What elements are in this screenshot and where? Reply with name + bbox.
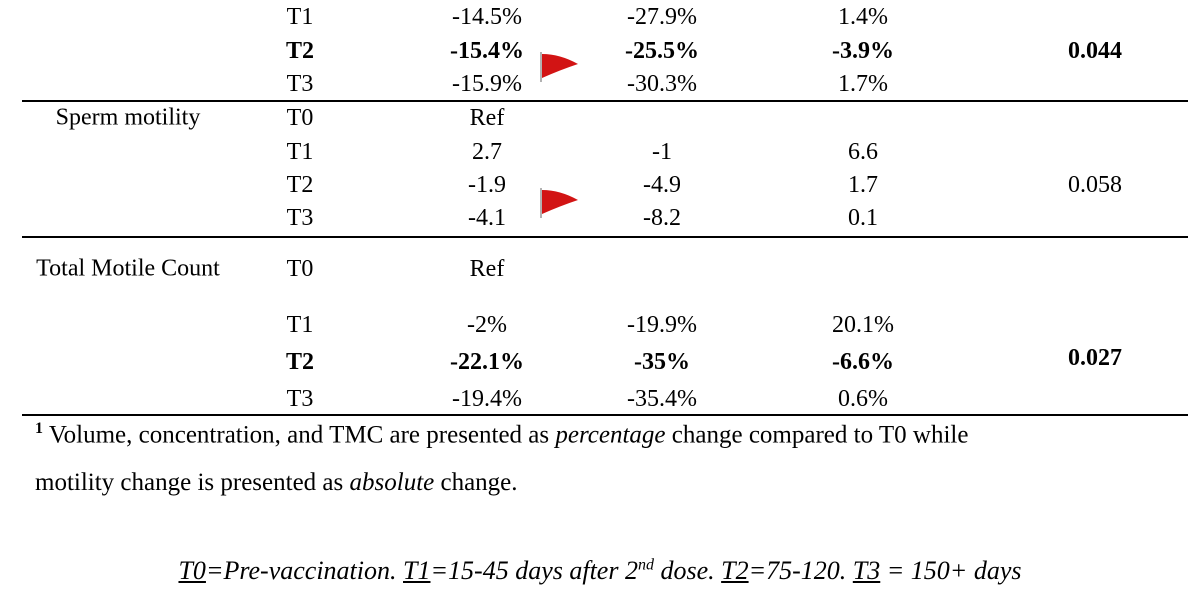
cell-upper: 20.1% <box>832 312 894 338</box>
cell-estimate: -4.1 <box>468 205 506 231</box>
cell-estimate: -19.4% <box>452 386 522 412</box>
cell-time: T0 <box>286 105 314 131</box>
footnote-marker: 1 <box>35 420 43 437</box>
cell-lower: -1 <box>652 139 672 165</box>
cell-upper: 6.6 <box>848 139 878 165</box>
row-rule <box>22 414 1188 416</box>
p-value: 0.027 <box>1068 345 1122 371</box>
cell-lower: -19.9% <box>627 312 697 338</box>
text: =15-45 days after 2 <box>430 556 638 585</box>
cell-lower: -27.9% <box>627 4 697 30</box>
cell-estimate: -22.1% <box>450 349 524 375</box>
cell-time: T3 <box>286 71 314 97</box>
emphasis: percentage <box>555 421 666 449</box>
cell-estimate: Ref <box>469 256 505 282</box>
variable-name: Sperm motility <box>55 104 201 131</box>
cell-upper: -6.6% <box>832 349 894 375</box>
cell-estimate: -2% <box>467 312 507 338</box>
cell-upper: 0.1 <box>848 205 878 231</box>
text: Volume, concentration, and TMC are prese… <box>48 421 556 449</box>
text: =Pre-vaccination. <box>205 556 404 585</box>
cell-time: T2 <box>285 349 315 375</box>
footnote-line: motility change is presented as absolute… <box>35 469 518 497</box>
term: T1 <box>403 556 431 585</box>
cell-upper: 0.6% <box>838 386 888 412</box>
flag <box>540 188 578 218</box>
text: nd <box>637 556 654 574</box>
cell-upper: 1.4% <box>838 4 888 30</box>
cell-time: T2 <box>286 172 314 198</box>
term: T3 <box>852 556 881 585</box>
p-value: 0.058 <box>1068 172 1122 198</box>
cell-time: T2 <box>285 38 315 64</box>
p-value: 0.044 <box>1068 38 1122 64</box>
cell-lower: -30.3% <box>627 71 697 97</box>
term: T0 <box>178 556 206 585</box>
text: dose. <box>653 556 722 585</box>
flag <box>540 52 578 82</box>
legend: T0=Pre-vaccination. T1=15-45 days after … <box>0 556 1200 586</box>
cell-estimate: -15.4% <box>450 38 524 64</box>
cell-estimate: -1.9 <box>468 172 506 198</box>
cell-upper: 1.7 <box>848 172 878 198</box>
cell-upper: -3.9% <box>832 38 894 64</box>
cell-lower: -35.4% <box>627 386 697 412</box>
cell-lower: -8.2 <box>643 205 681 231</box>
cell-estimate: 2.7 <box>472 139 502 165</box>
text: = 150+ days <box>880 556 1022 585</box>
term: T2 <box>721 556 749 585</box>
cell-lower: -4.9 <box>643 172 681 198</box>
row-rule <box>22 236 1188 238</box>
cell-time: T1 <box>286 312 314 338</box>
variable-name: Total Motile Count <box>36 255 220 282</box>
cell-estimate: -15.9% <box>452 71 522 97</box>
text: change. <box>434 469 518 496</box>
row-rule <box>22 100 1188 102</box>
cell-time: T1 <box>286 139 314 165</box>
cell-lower: -25.5% <box>625 38 699 64</box>
cell-estimate: Ref <box>469 105 505 131</box>
footnote-line: 1 Volume, concentration, and TMC are pre… <box>35 420 968 449</box>
cell-lower: -35% <box>634 349 690 375</box>
cell-time: T3 <box>286 205 314 231</box>
cell-time: T1 <box>286 4 314 30</box>
cell-estimate: -14.5% <box>452 4 522 30</box>
cell-time: T3 <box>286 386 314 412</box>
text: motility change is presented as <box>35 469 350 496</box>
cell-upper: 1.7% <box>838 71 888 97</box>
text: =75-120. <box>748 556 853 585</box>
cell-time: T0 <box>286 256 314 282</box>
text: change compared to T0 while <box>665 421 969 449</box>
emphasis: absolute <box>349 469 435 496</box>
